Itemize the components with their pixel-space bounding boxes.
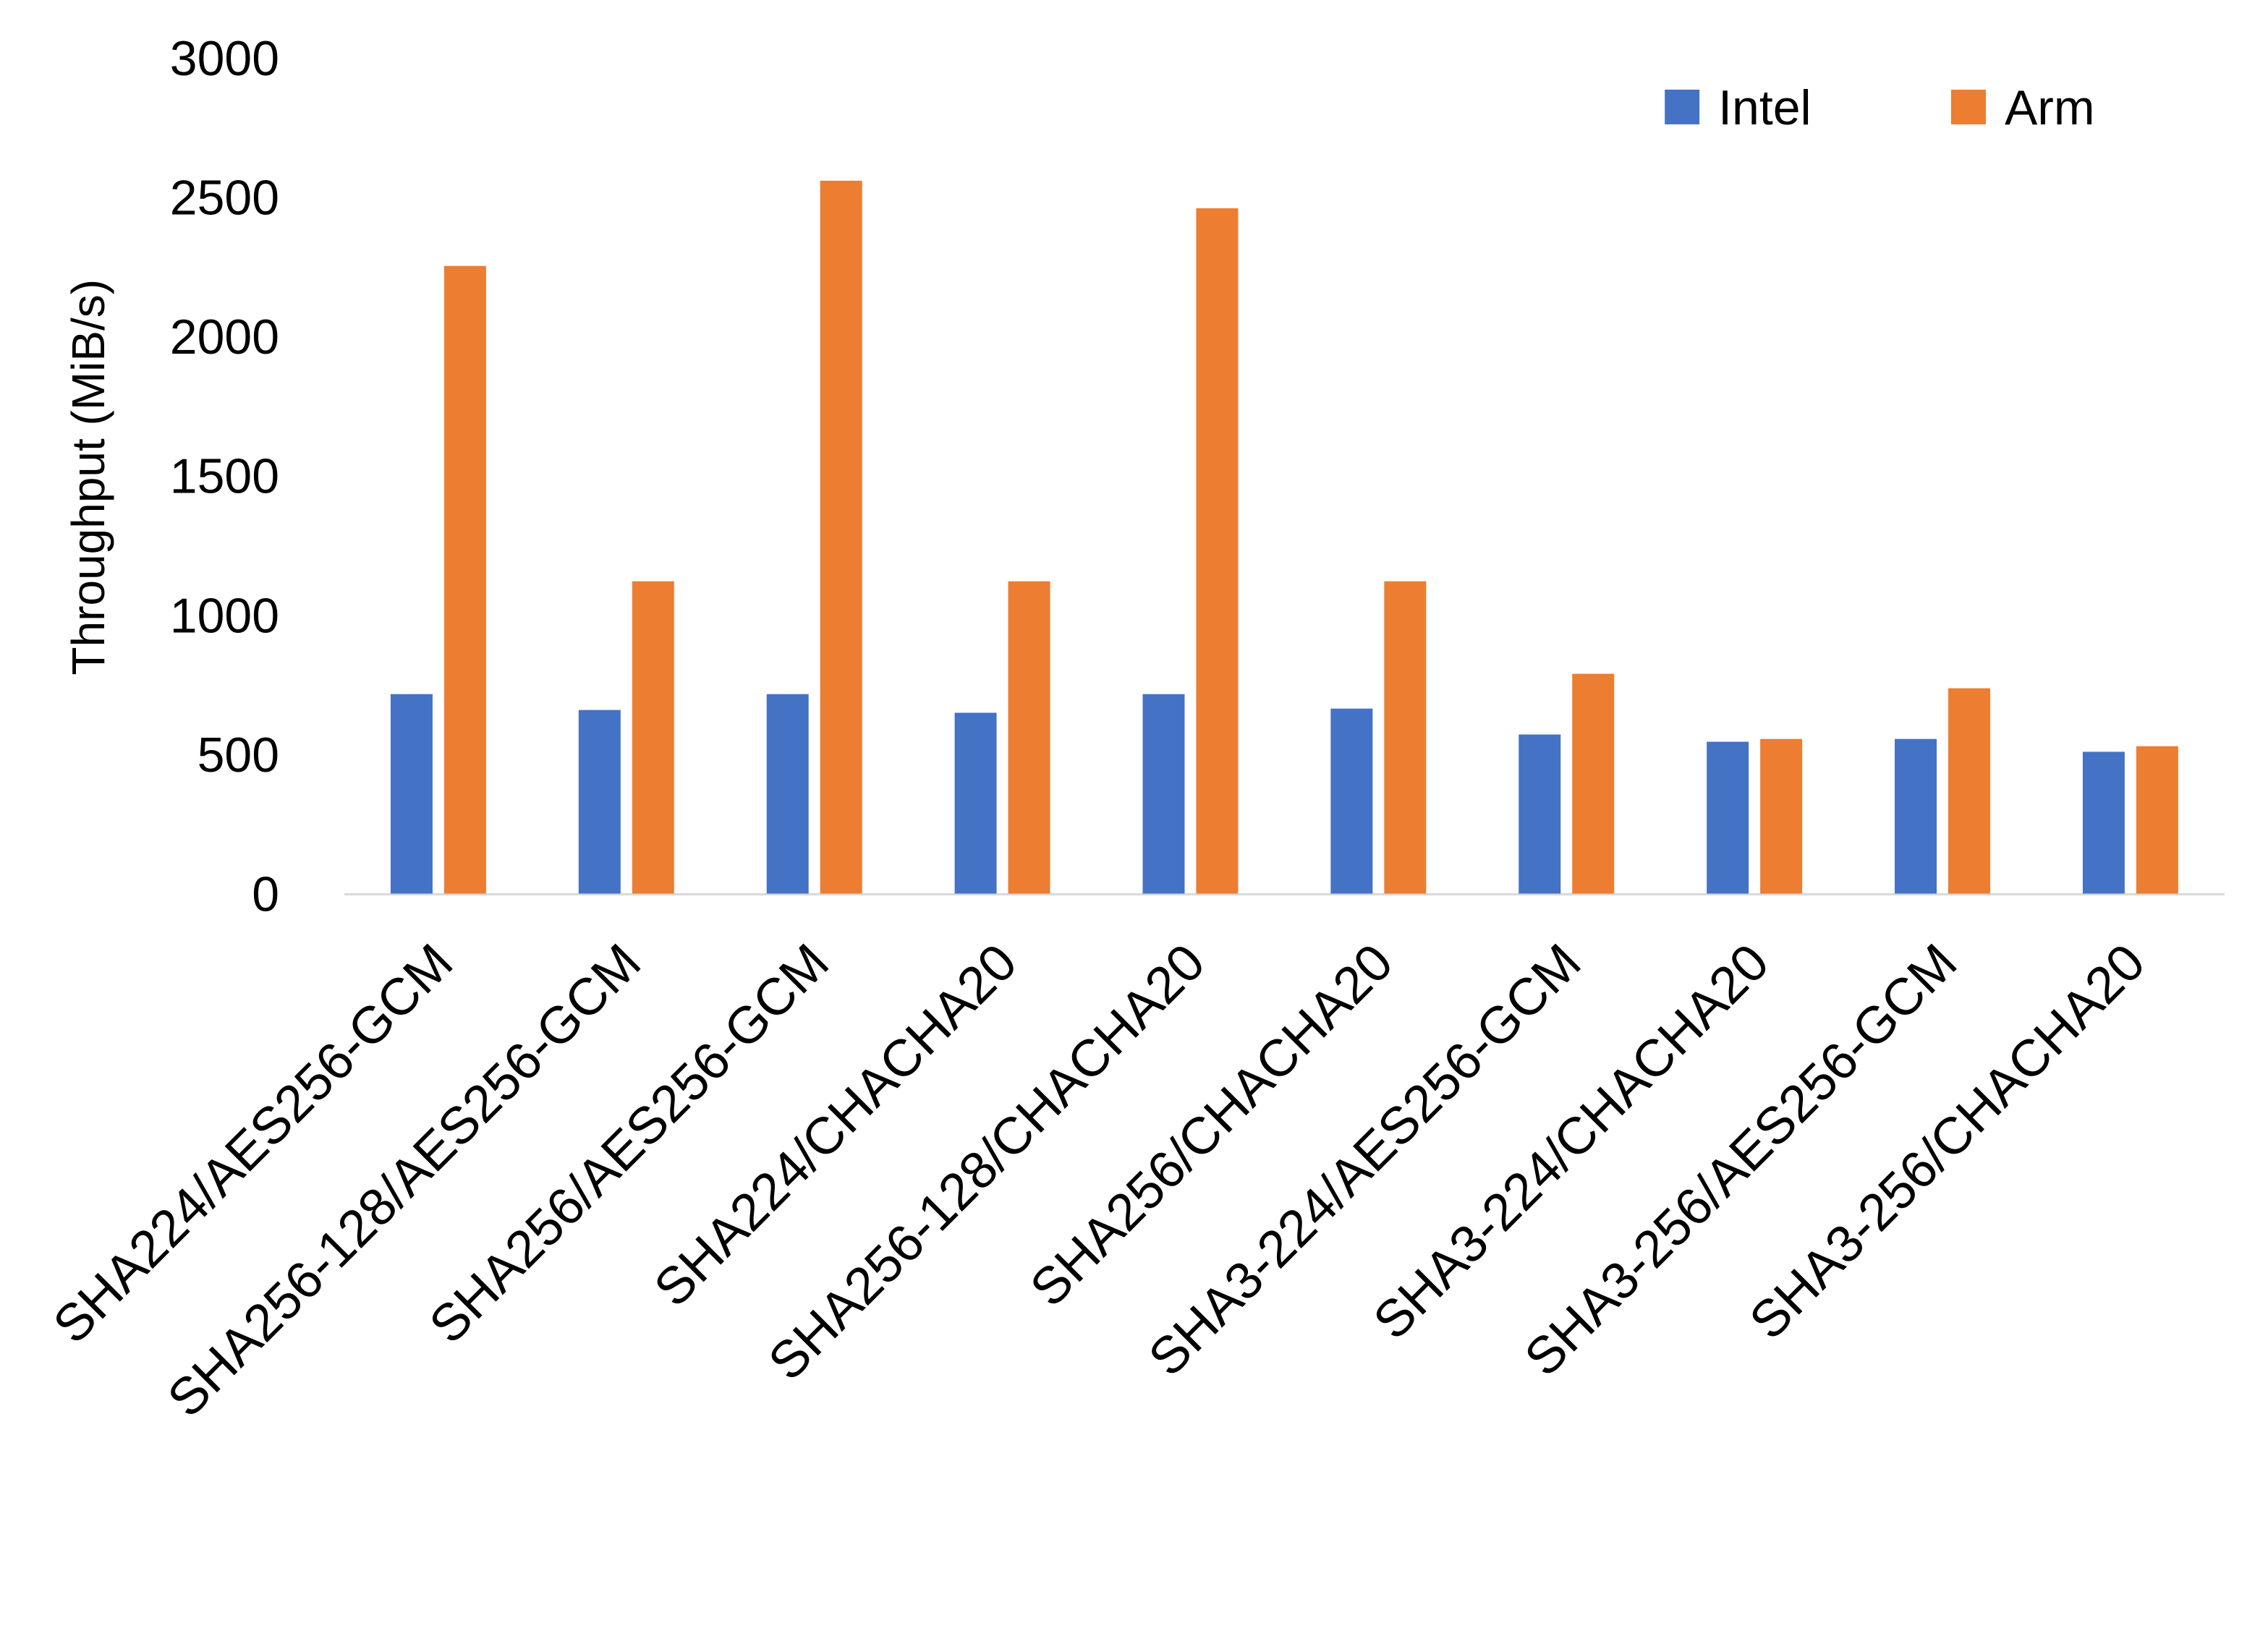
bar-arm: [632, 581, 674, 894]
bar-arm: [1572, 673, 1615, 894]
bar-arm: [1760, 738, 1803, 894]
bar-arm: [443, 265, 486, 894]
y-tick-label: 2500: [170, 171, 279, 226]
bar-intel: [766, 694, 809, 894]
y-tick-label: 1500: [170, 449, 279, 504]
legend-swatch-arm: [1951, 89, 1986, 124]
y-tick-label: 500: [198, 728, 279, 783]
bar-arm: [1948, 688, 1990, 894]
y-tick-label: 1000: [170, 588, 279, 643]
bar-intel: [954, 712, 997, 894]
bar-arm: [1384, 581, 1427, 894]
bar-arm: [1008, 581, 1050, 894]
bar-arm: [2136, 746, 2178, 894]
bar-intel: [578, 710, 621, 894]
x-axis-labels: SHA224/AES256-GCMSHA256-128/AES256-GCMSH…: [43, 933, 2157, 1428]
legend-swatch-intel: [1665, 89, 1700, 124]
y-axis-ticks: 0 500 1000 1500 2000 2500 3000: [170, 31, 279, 921]
bar-intel: [2082, 751, 2125, 894]
y-tick-label: 2000: [170, 310, 279, 365]
bar-arm: [1196, 208, 1239, 894]
bar-intel: [1707, 741, 1749, 894]
y-axis-label: Throughput (MiB/s): [62, 279, 114, 675]
bar-intel: [1519, 734, 1561, 894]
bar-intel: [1330, 708, 1373, 894]
legend: Intel Arm: [1665, 80, 2095, 135]
y-tick-label: 0: [252, 866, 279, 921]
bar-intel: [390, 694, 433, 894]
x-tick-label: SHA3-256/CHACHA20: [1738, 933, 2156, 1350]
legend-label: Arm: [2005, 80, 2095, 135]
bars: [390, 180, 2178, 894]
legend-label: Intel: [1718, 80, 1811, 135]
bar-intel: [1895, 738, 1937, 894]
bar-intel: [1142, 694, 1185, 894]
x-tick-label: SHA256/CHACHA20: [1019, 933, 1404, 1318]
x-tick-label: SHA224/CHACHA20: [643, 933, 1028, 1318]
y-tick-label: 3000: [170, 31, 279, 86]
bar-arm: [820, 180, 862, 894]
